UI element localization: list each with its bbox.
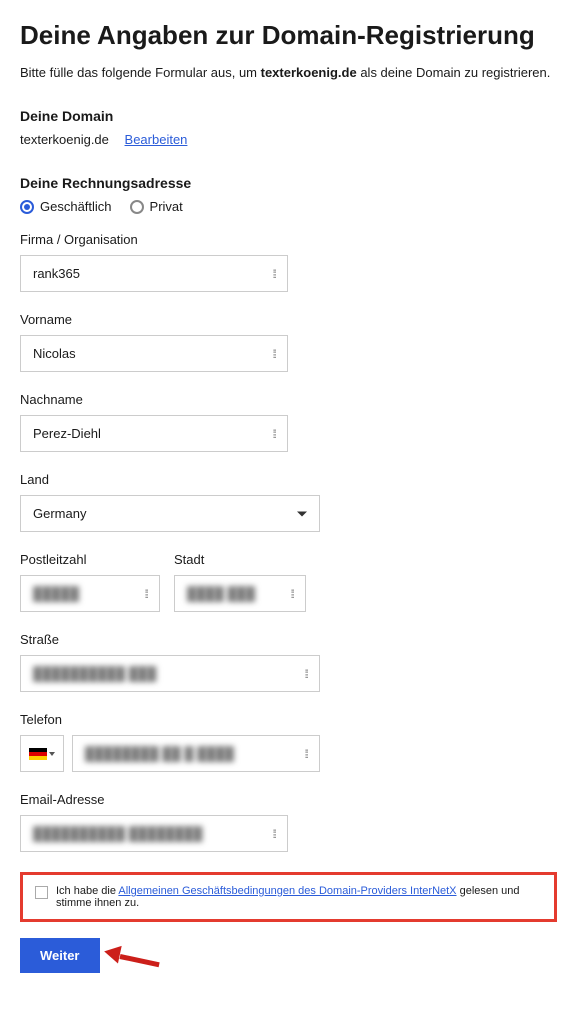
country-label: Land — [20, 472, 557, 487]
terms-link[interactable]: Allgemeinen Geschäftsbedingungen des Dom… — [118, 885, 456, 897]
phone-label: Telefon — [20, 712, 557, 727]
radio-private[interactable]: Privat — [130, 199, 183, 214]
domain-heading: Deine Domain — [20, 108, 557, 124]
lastname-label: Nachname — [20, 392, 557, 407]
radio-private-label: Privat — [150, 199, 183, 214]
radio-business-label: Geschäftlich — [40, 199, 112, 214]
firstname-input[interactable]: Nicolas⁞⁞ — [20, 335, 288, 372]
billing-heading: Deine Rechnungsadresse — [20, 175, 557, 191]
postal-label: Postleitzahl — [20, 552, 160, 567]
terms-text: Ich habe die Allgemeinen Geschäftsbeding… — [56, 885, 542, 909]
keyboard-icon: ⁞⁞ — [272, 347, 275, 361]
terms-checkbox[interactable] — [35, 886, 48, 899]
flag-de-icon — [29, 748, 47, 760]
company-input[interactable]: rank365⁞⁞ — [20, 255, 288, 292]
domain-value: texterkoenig.de — [20, 132, 109, 147]
lastname-input[interactable]: Perez-Diehl⁞⁞ — [20, 415, 288, 452]
page-subtitle: Bitte fülle das folgende Formular aus, u… — [20, 65, 557, 80]
keyboard-icon: ⁞⁞ — [304, 667, 307, 681]
page-title: Deine Angaben zur Domain-Registrierung — [20, 20, 557, 51]
email-label: Email-Adresse — [20, 792, 557, 807]
city-label: Stadt — [174, 552, 306, 567]
radio-business[interactable]: Geschäftlich — [20, 199, 112, 214]
keyboard-icon: ⁞⁞ — [272, 427, 275, 441]
keyboard-icon: ⁞⁞ — [304, 747, 307, 761]
email-input[interactable]: ██████████ ████████⁞⁞ — [20, 815, 288, 852]
firstname-label: Vorname — [20, 312, 557, 327]
street-input[interactable]: ██████████ ███⁞⁞ — [20, 655, 320, 692]
edit-domain-link[interactable]: Bearbeiten — [125, 132, 188, 147]
city-input[interactable]: ████ ███⁞⁞ — [174, 575, 306, 612]
company-label: Firma / Organisation — [20, 232, 557, 247]
keyboard-icon: ⁞⁞ — [272, 267, 275, 281]
postal-input[interactable]: █████⁞⁞ — [20, 575, 160, 612]
keyboard-icon: ⁞⁞ — [272, 827, 275, 841]
continue-button[interactable]: Weiter — [20, 938, 100, 973]
country-select[interactable]: Germany — [20, 495, 320, 532]
annotation-arrow-icon — [110, 946, 160, 966]
keyboard-icon: ⁞⁞ — [290, 587, 293, 601]
phone-country-select[interactable] — [20, 735, 64, 772]
street-label: Straße — [20, 632, 557, 647]
terms-highlight-box: Ich habe die Allgemeinen Geschäftsbeding… — [20, 872, 557, 922]
chevron-down-icon — [49, 752, 55, 756]
keyboard-icon: ⁞⁞ — [144, 587, 147, 601]
phone-input[interactable]: ████████ ██ █ ████⁞⁞ — [72, 735, 320, 772]
